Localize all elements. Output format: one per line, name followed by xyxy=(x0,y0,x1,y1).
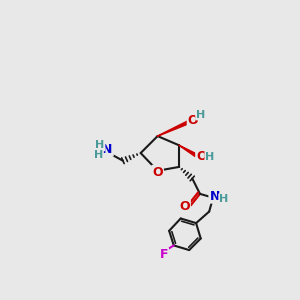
Text: H: H xyxy=(196,110,205,119)
Text: H: H xyxy=(205,152,214,162)
Text: N: N xyxy=(102,143,113,156)
Text: O: O xyxy=(196,150,207,164)
Text: O: O xyxy=(179,200,190,213)
Text: N: N xyxy=(209,190,220,203)
Polygon shape xyxy=(158,121,189,136)
Text: H: H xyxy=(95,140,104,150)
Text: O: O xyxy=(152,166,163,179)
Polygon shape xyxy=(179,145,197,157)
Text: H: H xyxy=(219,194,228,204)
Text: O: O xyxy=(188,114,198,127)
Text: F: F xyxy=(160,248,168,261)
Text: H: H xyxy=(94,150,103,160)
